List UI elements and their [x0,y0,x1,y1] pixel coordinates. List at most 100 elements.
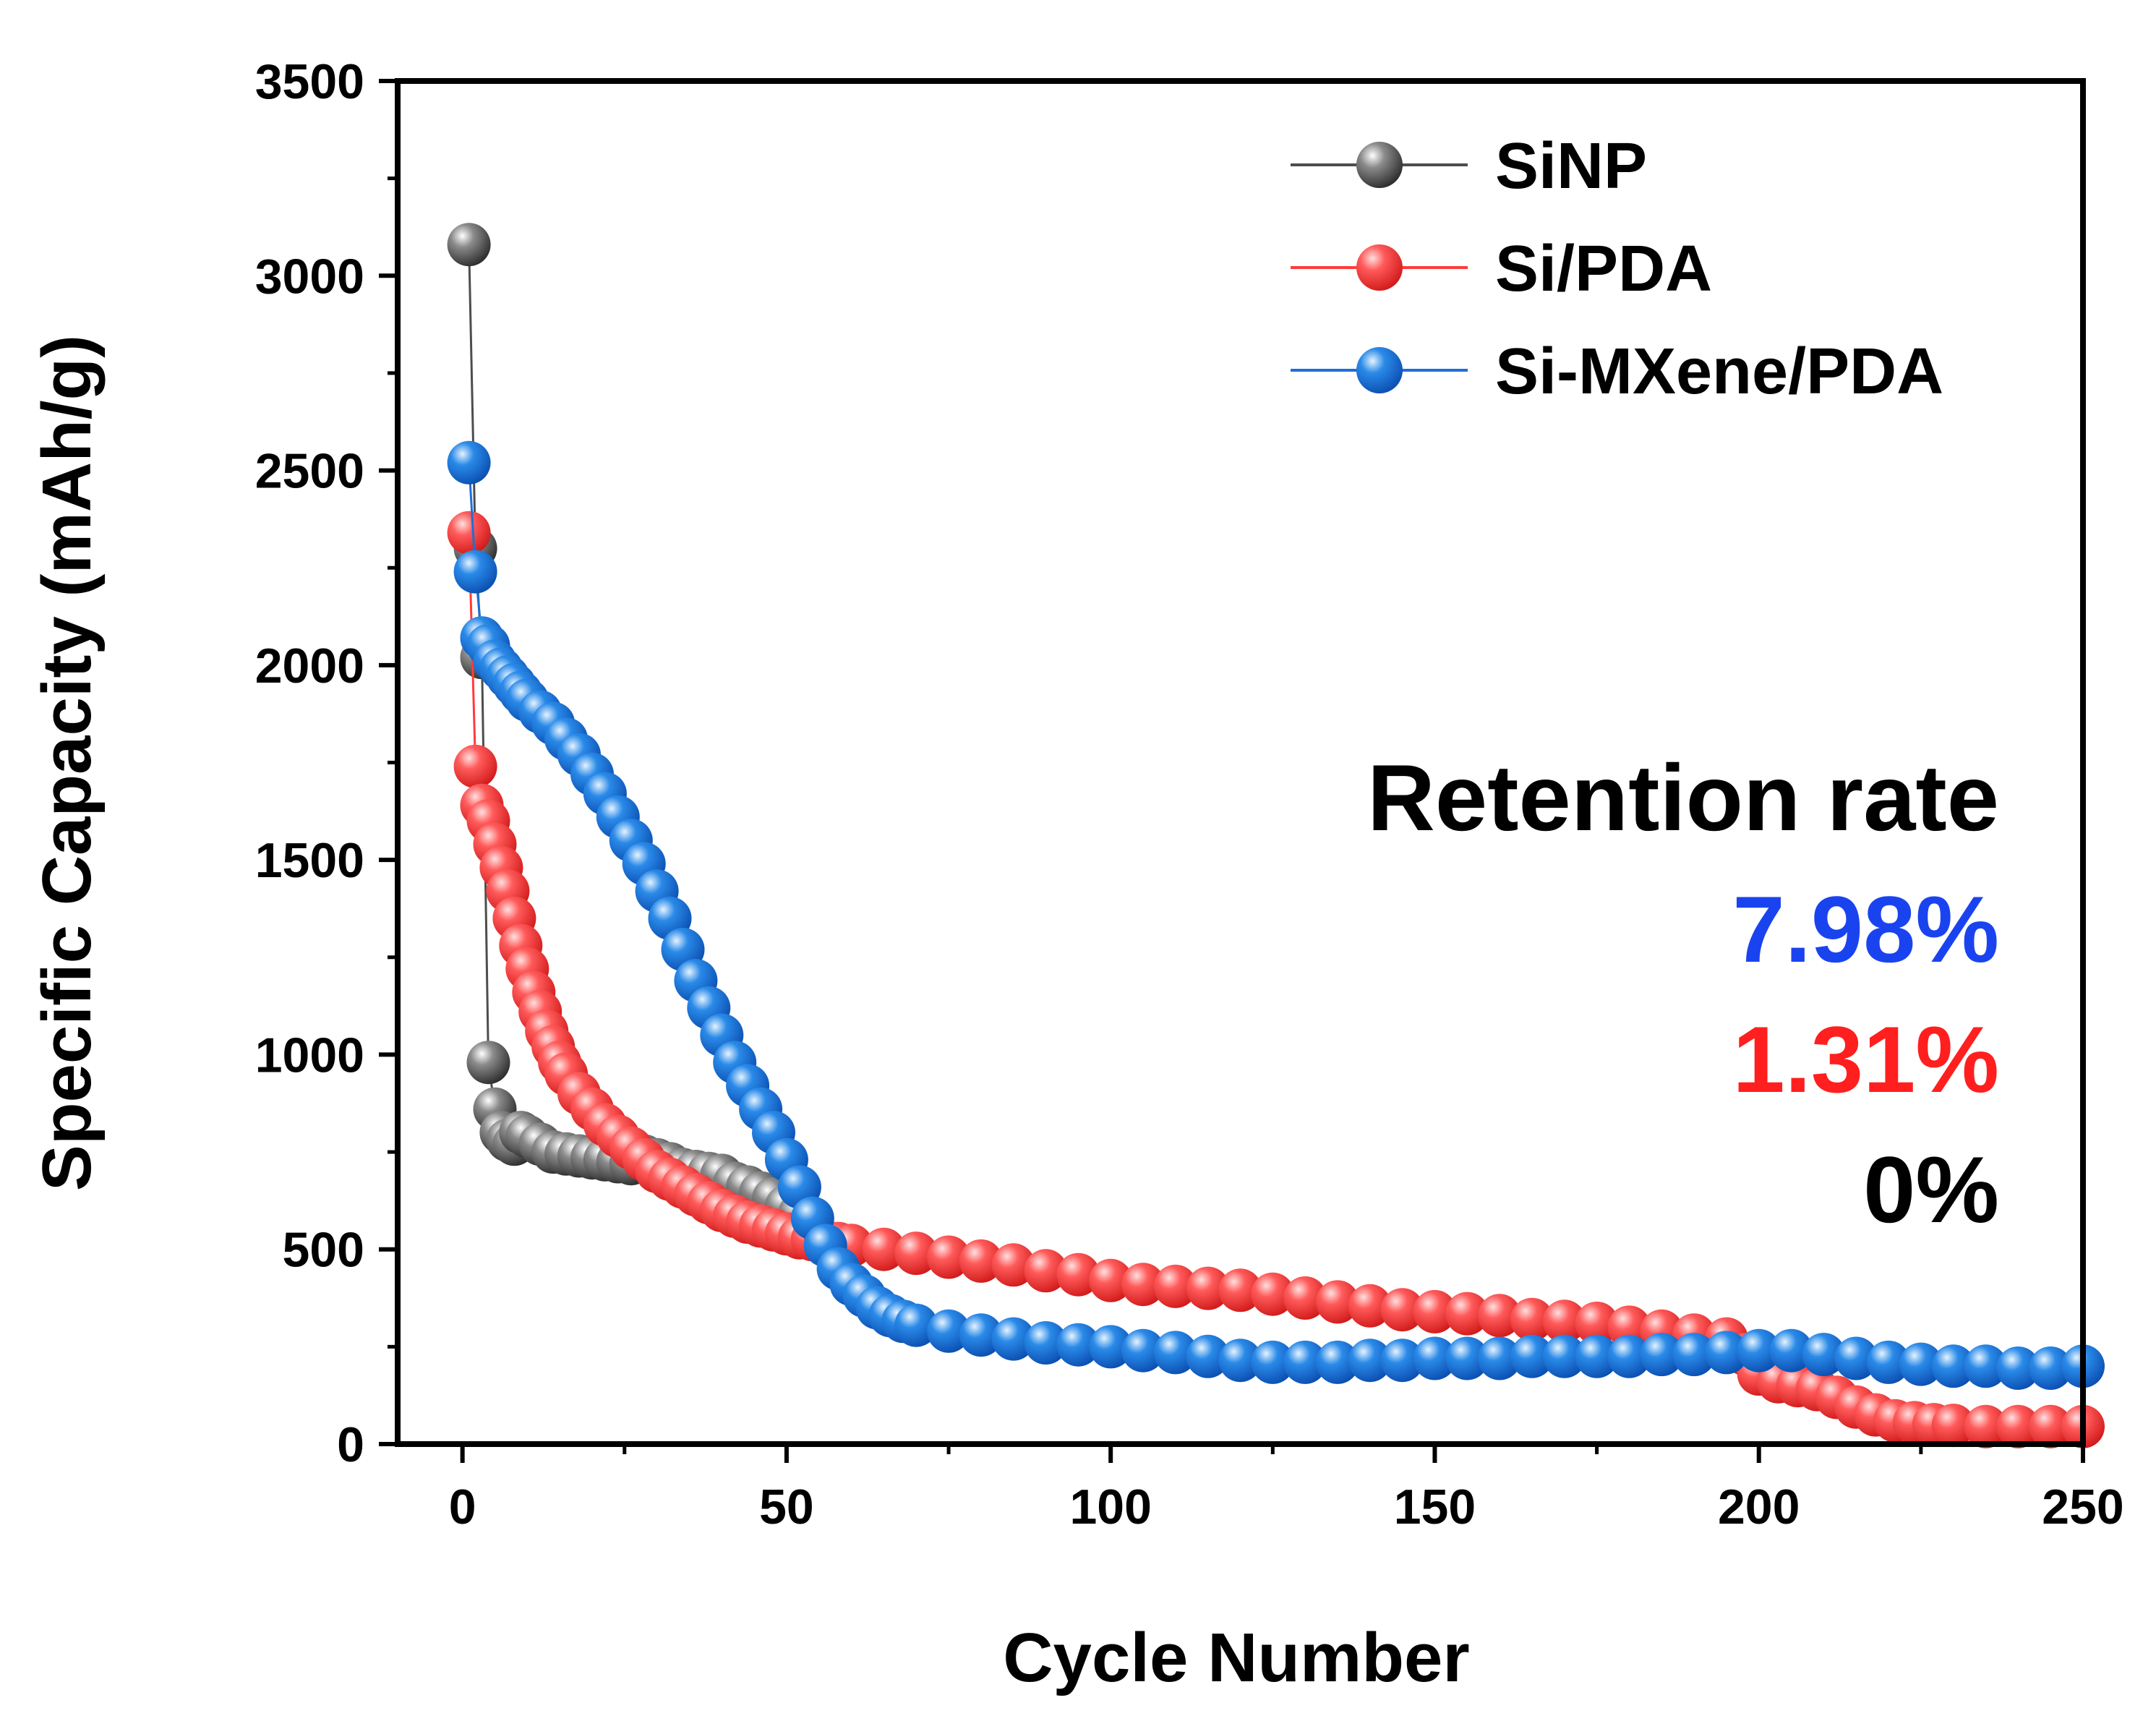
data-point [1089,1258,1133,1302]
legend-item-si-mxene-pda: Si-MXene/PDA [1291,336,1943,408]
legend-item-si-pda: Si/PDA [1291,233,1712,305]
retention-value-sinp: 0% [1863,1137,1999,1242]
data-point [1056,1252,1100,1297]
x-tick-label: 50 [759,1480,814,1534]
data-point [1186,1334,1230,1378]
data-point [927,1235,971,1279]
data-point [1121,1263,1165,1307]
data-point [1348,1284,1392,1328]
retention-value-si-mxene-pda: 7.98% [1732,876,1999,982]
data-point [1802,1333,1846,1377]
data-point [1931,1344,1975,1388]
y-axis: 0 500 1000 1500 2000 2500 3000 3500 [255,54,398,1472]
data-point [1510,1334,1554,1378]
data-point [2029,1346,2073,1390]
data-point [1478,1294,1522,1338]
data-point [2029,1404,2073,1448]
x-axis: 0 50 100 150 200 250 [449,1444,2124,1534]
data-point [1931,1404,1975,1448]
data-point [1769,1328,1813,1372]
data-point [1996,1404,2040,1448]
data-point [1348,1339,1392,1383]
data-point [1283,1276,1327,1320]
data-point [959,1239,1003,1283]
data-point [1445,1292,1489,1336]
data-point [1867,1340,1910,1384]
data-point [1089,1325,1133,1369]
legend-label-sinp: SiNP [1495,130,1647,202]
series-si-pda [447,511,2105,1448]
y-tick-label: 1000 [255,1028,364,1083]
data-point [1218,1268,1262,1312]
data-point [1607,1334,1651,1378]
data-point [1542,1299,1586,1344]
retention-title: Retention rate [1367,745,1999,850]
data-point [1024,1249,1068,1293]
x-tick-label: 250 [2042,1480,2123,1534]
data-point [1153,1331,1197,1375]
x-tick-label: 200 [1718,1480,1800,1534]
data-point [991,1243,1035,1287]
legend-label-si-mxene-pda: Si-MXene/PDA [1495,336,1943,408]
data-point [447,440,491,484]
data-point [447,511,491,555]
y-tick-label: 0 [337,1417,364,1472]
data-point [1478,1336,1522,1380]
data-point [1380,1339,1424,1383]
data-point [1510,1297,1554,1341]
retention-annotation: Retention rate 7.98% 1.31% 0% [1367,745,1999,1242]
data-point [1964,1404,2008,1448]
data-point [1996,1346,2040,1390]
y-tick-label: 2500 [255,444,364,499]
data-point [1380,1288,1424,1332]
data-point [1413,1336,1457,1380]
data-point [894,1231,938,1276]
data-point [1575,1334,1619,1378]
retention-value-si-pda: 1.31% [1732,1007,1999,1112]
y-tick-label: 2000 [255,639,364,693]
data-point [1283,1340,1327,1384]
data-point [1153,1264,1197,1308]
data-point [453,744,497,788]
data-point [1575,1302,1619,1345]
data-point [1672,1333,1716,1377]
y-tick-label: 3500 [255,54,364,109]
x-tick-label: 0 [449,1480,476,1534]
data-point [862,1227,906,1271]
series-si-mxene-pda [447,440,2105,1390]
legend-item-sinp: SiNP [1291,130,1647,202]
data-point [1542,1334,1586,1378]
data-point [1316,1340,1359,1384]
y-axis-title: Specific Capacity (mAh/g) [28,335,106,1191]
data-point [1251,1340,1295,1384]
data-point [1316,1280,1359,1324]
data-point [1186,1266,1230,1310]
y-tick-label: 500 [283,1223,364,1278]
data-point [1056,1323,1100,1367]
y-tick-label: 1500 [255,833,364,888]
data-point [894,1303,938,1347]
data-point [1251,1272,1295,1316]
data-point [1899,1342,1943,1386]
data-point [927,1309,971,1353]
legend-label-si-pda: Si/PDA [1495,233,1712,305]
data-point [466,1041,510,1085]
series-layer [447,223,2105,1448]
data-point [1218,1339,1262,1383]
x-tick-label: 100 [1069,1480,1151,1534]
x-axis-title: Cycle Number [1003,1619,1470,1696]
data-point [453,550,497,594]
data-point [1964,1344,2008,1388]
data-point [1445,1336,1489,1380]
legend: SiNP Si/PDA Si-MXene/PDA [1291,130,1943,408]
data-point [1704,1331,1748,1375]
x-tick-label: 150 [1394,1480,1476,1534]
data-point [447,223,491,267]
data-point [959,1313,1003,1357]
data-point [1413,1289,1457,1333]
data-point [991,1317,1035,1361]
data-point [1737,1328,1781,1372]
y-tick-label: 3000 [255,249,364,304]
data-point [1024,1321,1068,1365]
